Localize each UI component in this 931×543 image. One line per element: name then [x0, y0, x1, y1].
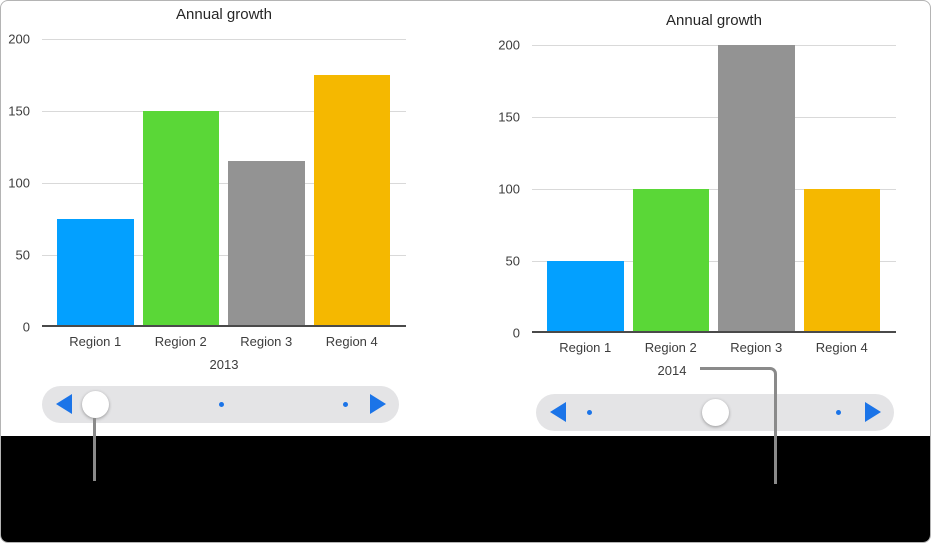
timeline-slider[interactable]	[536, 394, 894, 431]
category-label: Region 3	[240, 334, 293, 349]
gridline	[532, 261, 896, 262]
bar-region-1	[57, 219, 134, 327]
y-axis-tick-label: 150	[8, 103, 30, 119]
y-axis-tick-label: 0	[22, 319, 30, 335]
year-label: 2013	[209, 357, 239, 372]
callout-line-year-label	[700, 367, 777, 484]
category-label: Region 4	[325, 334, 378, 349]
category-label: Region 1	[559, 340, 612, 355]
position-dot-icon[interactable]	[587, 410, 592, 415]
gridline	[42, 325, 406, 327]
gridline	[42, 39, 406, 40]
interactive-chart-2013: Annual growth 0 50 100 150 200 Region 1 Regio…	[8, 1, 429, 431]
category-label: Region 2	[644, 340, 697, 355]
category-label: Region 2	[154, 334, 207, 349]
y-axis-tick-label: 150	[498, 109, 520, 125]
category-axis: Region 1 Region 2 Region 3 Region 4	[532, 340, 896, 355]
y-axis-tick-label: 100	[498, 181, 520, 197]
bar-series	[42, 39, 406, 327]
next-arrow-icon[interactable]	[865, 402, 881, 422]
bar-region-2	[142, 111, 219, 327]
gridline	[532, 45, 896, 46]
bar-region-3	[228, 161, 305, 327]
gridline	[42, 255, 406, 256]
gridline	[532, 331, 896, 333]
bar-series	[532, 45, 896, 333]
interactive-chart-2014: Annual growth 0 50 100 150 200 Region 1 Regio…	[498, 7, 919, 437]
next-arrow-icon[interactable]	[370, 394, 386, 414]
position-dot-icon[interactable]	[343, 402, 348, 407]
bar-region-1	[547, 261, 624, 333]
category-label: Region 1	[69, 334, 122, 349]
gridlines	[42, 39, 406, 327]
position-dot-icon[interactable]	[836, 410, 841, 415]
y-axis-tick-label: 0	[512, 325, 520, 341]
category-label: Region 3	[730, 340, 783, 355]
plot-area: 0 50 100 150 200	[8, 32, 406, 335]
category-axis: Region 1 Region 2 Region 3 Region 4	[42, 334, 406, 349]
gridlines	[532, 45, 896, 333]
position-dot-icon[interactable]	[219, 402, 224, 407]
y-axis-tick-label: 100	[8, 175, 30, 191]
year-label: 2014	[657, 363, 687, 378]
y-axis-tick-label: 200	[8, 31, 30, 47]
bar-region-4	[803, 189, 880, 333]
timeline-slider[interactable]	[42, 386, 399, 423]
y-axis-tick-label: 200	[498, 37, 520, 53]
caption-background	[1, 436, 930, 542]
category-label: Region 4	[815, 340, 868, 355]
slider-knob[interactable]	[702, 399, 729, 426]
y-axis-tick-label: 50	[505, 253, 520, 269]
gridline	[532, 189, 896, 190]
previous-arrow-icon[interactable]	[550, 402, 566, 422]
slider-knob[interactable]	[82, 391, 109, 418]
chart-title: Annual growth	[666, 12, 762, 29]
y-axis-tick-label: 50	[15, 247, 30, 263]
gridline	[42, 111, 406, 112]
gridline	[42, 183, 406, 184]
gridline	[532, 117, 896, 118]
plot-area: 0 50 100 150 200	[498, 38, 896, 341]
previous-arrow-icon[interactable]	[56, 394, 72, 414]
bar-region-2	[632, 189, 709, 333]
bar-region-3	[718, 45, 795, 333]
chart-title: Annual growth	[176, 6, 272, 23]
callout-line-slider-knob	[93, 418, 96, 481]
bar-region-4	[313, 75, 390, 327]
